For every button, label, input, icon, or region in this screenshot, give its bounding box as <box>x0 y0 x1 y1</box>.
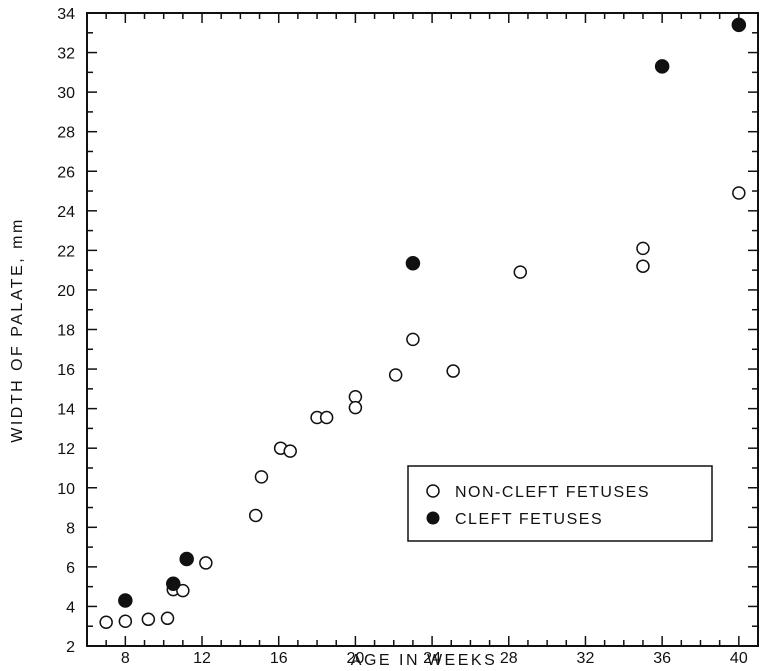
y-tick-label: 2 <box>66 639 75 656</box>
data-point-non-cleft <box>199 556 213 570</box>
x-tick-label: 20 <box>347 650 365 667</box>
y-tick-label: 34 <box>57 6 75 23</box>
data-point-non-cleft <box>319 410 334 425</box>
data-point-non-cleft <box>99 615 113 630</box>
data-point-non-cleft <box>388 368 403 382</box>
data-point-non-cleft <box>513 265 528 279</box>
data-point-cleft <box>654 59 670 74</box>
data-point-cleft <box>179 551 194 567</box>
y-tick-label: 22 <box>57 243 75 260</box>
y-tick-label: 14 <box>57 402 75 419</box>
y-tick-label: 20 <box>57 283 75 300</box>
y-tick-label: 24 <box>57 204 75 221</box>
y-tick-label: 16 <box>57 362 75 379</box>
data-points <box>99 17 747 630</box>
y-axis-label: WIDTH OF PALATE, mm <box>9 217 26 443</box>
x-tick-label: 40 <box>730 650 748 667</box>
data-point-cleft <box>405 255 421 271</box>
legend-marker-open-icon <box>426 484 440 498</box>
x-tick-label: 16 <box>270 650 288 667</box>
x-axis-ticks: 8 12 16 20 24 28 32 36 40 <box>86 13 759 667</box>
legend-label-cleft: CLEFT FETUSES <box>455 511 603 528</box>
data-point-non-cleft <box>176 583 190 598</box>
y-tick-label: 8 <box>66 520 75 537</box>
y-tick-label: 26 <box>57 164 75 181</box>
y-tick-label: 10 <box>57 481 75 498</box>
x-tick-label: 12 <box>193 650 211 667</box>
data-point-non-cleft <box>446 364 460 378</box>
data-point-non-cleft <box>118 614 133 629</box>
data-point-non-cleft <box>406 332 420 347</box>
data-point-non-cleft <box>254 470 269 484</box>
legend-marker-filled-icon <box>426 511 440 525</box>
data-point-cleft <box>731 17 747 33</box>
y-tick-label: 32 <box>57 46 75 63</box>
x-tick-label: 32 <box>577 650 595 667</box>
data-point-non-cleft <box>160 611 175 626</box>
y-tick-label: 18 <box>57 323 75 340</box>
data-point-non-cleft <box>636 259 650 273</box>
data-point-non-cleft <box>141 612 156 627</box>
data-point-non-cleft <box>283 444 297 458</box>
legend-label-non-cleft: NON-CLEFT FETUSES <box>455 484 650 501</box>
data-point-cleft <box>118 593 133 608</box>
x-tick-label: 28 <box>500 650 518 667</box>
x-tick-label: 8 <box>121 650 130 667</box>
legend-box <box>407 465 713 542</box>
y-tick-label: 4 <box>66 599 75 616</box>
y-tick-label: 12 <box>57 441 75 458</box>
plot-frame <box>86 12 759 647</box>
y-tick-label: 30 <box>57 85 75 102</box>
data-point-non-cleft <box>348 400 363 415</box>
data-point-cleft <box>166 576 181 591</box>
x-tick-label: 24 <box>423 650 441 667</box>
data-point-non-cleft <box>636 241 650 256</box>
x-axis-label: AGE IN WEEKS <box>351 652 497 669</box>
x-tick-label: 36 <box>653 650 671 667</box>
y-tick-label: 28 <box>57 125 75 142</box>
data-point-non-cleft <box>732 186 746 200</box>
legend: NON-CLEFT FETUSES CLEFT FETUSES <box>407 465 713 542</box>
data-point-non-cleft <box>248 508 263 523</box>
y-tick-label: 6 <box>66 560 75 577</box>
